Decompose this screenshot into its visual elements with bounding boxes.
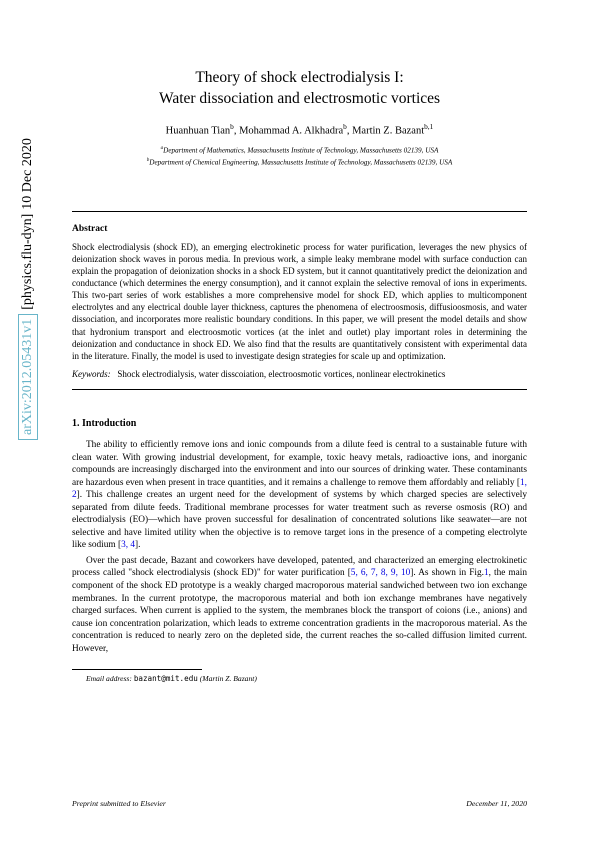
email-person: (Martin Z. Bazant) — [200, 674, 257, 683]
intro-para-1: The ability to efficiently remove ions a… — [72, 439, 527, 552]
preprint-left: Preprint submitted to Elsevier — [72, 799, 166, 808]
affiliation-b: bDepartment of Chemical Engineering, Mas… — [72, 158, 527, 168]
arxiv-id: arXiv:2012.05431v1 — [18, 314, 38, 440]
title-line-1: Theory of shock electrodialysis I: — [195, 69, 403, 86]
arxiv-category: [physics.flu-dyn] — [20, 214, 36, 310]
corresponding-email: Email address: bazant@mit.edu (Martin Z.… — [86, 674, 527, 683]
divider-top — [72, 211, 527, 212]
arxiv-date: 10 Dec 2020 — [20, 138, 36, 210]
title-line-2: Water dissociation and electrosmotic vor… — [159, 90, 440, 107]
arxiv-stamp: arXiv:2012.05431v1 [physics.flu-dyn] 10 … — [18, 138, 38, 440]
section-1-heading: 1. Introduction — [72, 418, 527, 429]
divider-bottom — [72, 389, 527, 390]
keywords: Keywords: Shock electrodialysis, water d… — [72, 369, 527, 379]
intro-para-2: Over the past decade, Bazant and coworke… — [72, 555, 527, 655]
preprint-right: December 11, 2020 — [466, 799, 527, 808]
authors: Huanhuan Tianb, Mohammad A. Alkhadrab, M… — [72, 122, 527, 137]
preprint-footer: Preprint submitted to Elsevier December … — [72, 799, 527, 808]
keywords-text: Shock electrodialysis, water disscoiatio… — [117, 369, 445, 379]
page-content: Theory of shock electrodialysis I: Water… — [72, 68, 527, 683]
abstract-text: Shock electrodialysis (shock ED), an eme… — [72, 241, 527, 362]
paper-title: Theory of shock electrodialysis I: Water… — [72, 68, 527, 110]
abstract-heading: Abstract — [72, 224, 527, 234]
email-label: Email address: — [86, 674, 132, 683]
footnote-rule — [72, 669, 202, 670]
affiliation-a: aDepartment of Mathematics, Massachusett… — [72, 146, 527, 156]
email-value: bazant@mit.edu — [134, 674, 198, 683]
keywords-label: Keywords: — [72, 369, 111, 379]
